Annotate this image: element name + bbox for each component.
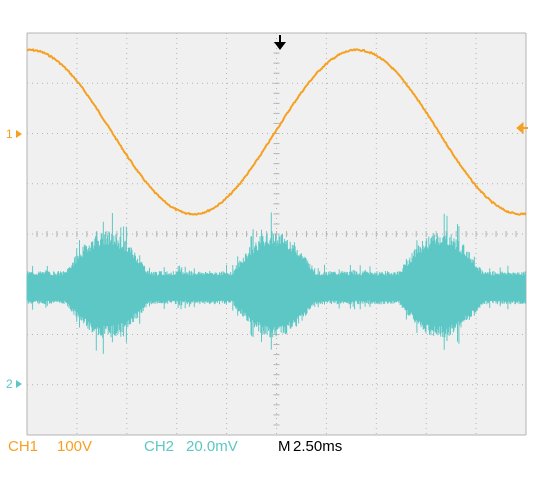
trigger-position-icon <box>274 35 286 50</box>
ch2-waveform <box>26 212 526 354</box>
ch2-ground-marker-icon <box>16 380 22 388</box>
ch1-ground-marker-icon <box>16 130 22 138</box>
timebase-label: M <box>278 438 291 455</box>
ch2-label: CH2 <box>144 438 175 455</box>
ch1-waveform <box>26 48 527 216</box>
trigger-level-icon <box>516 121 528 135</box>
ch2-ground-marker-label: 2 <box>6 377 13 391</box>
ch2-scale: 20.0mV <box>186 438 238 455</box>
ch1-scale: 100V <box>57 438 93 455</box>
ch1-label: CH1 <box>8 438 39 455</box>
timebase-scale: 2.50ms <box>293 438 343 455</box>
ch1-ground-marker-label: 1 <box>6 127 13 141</box>
